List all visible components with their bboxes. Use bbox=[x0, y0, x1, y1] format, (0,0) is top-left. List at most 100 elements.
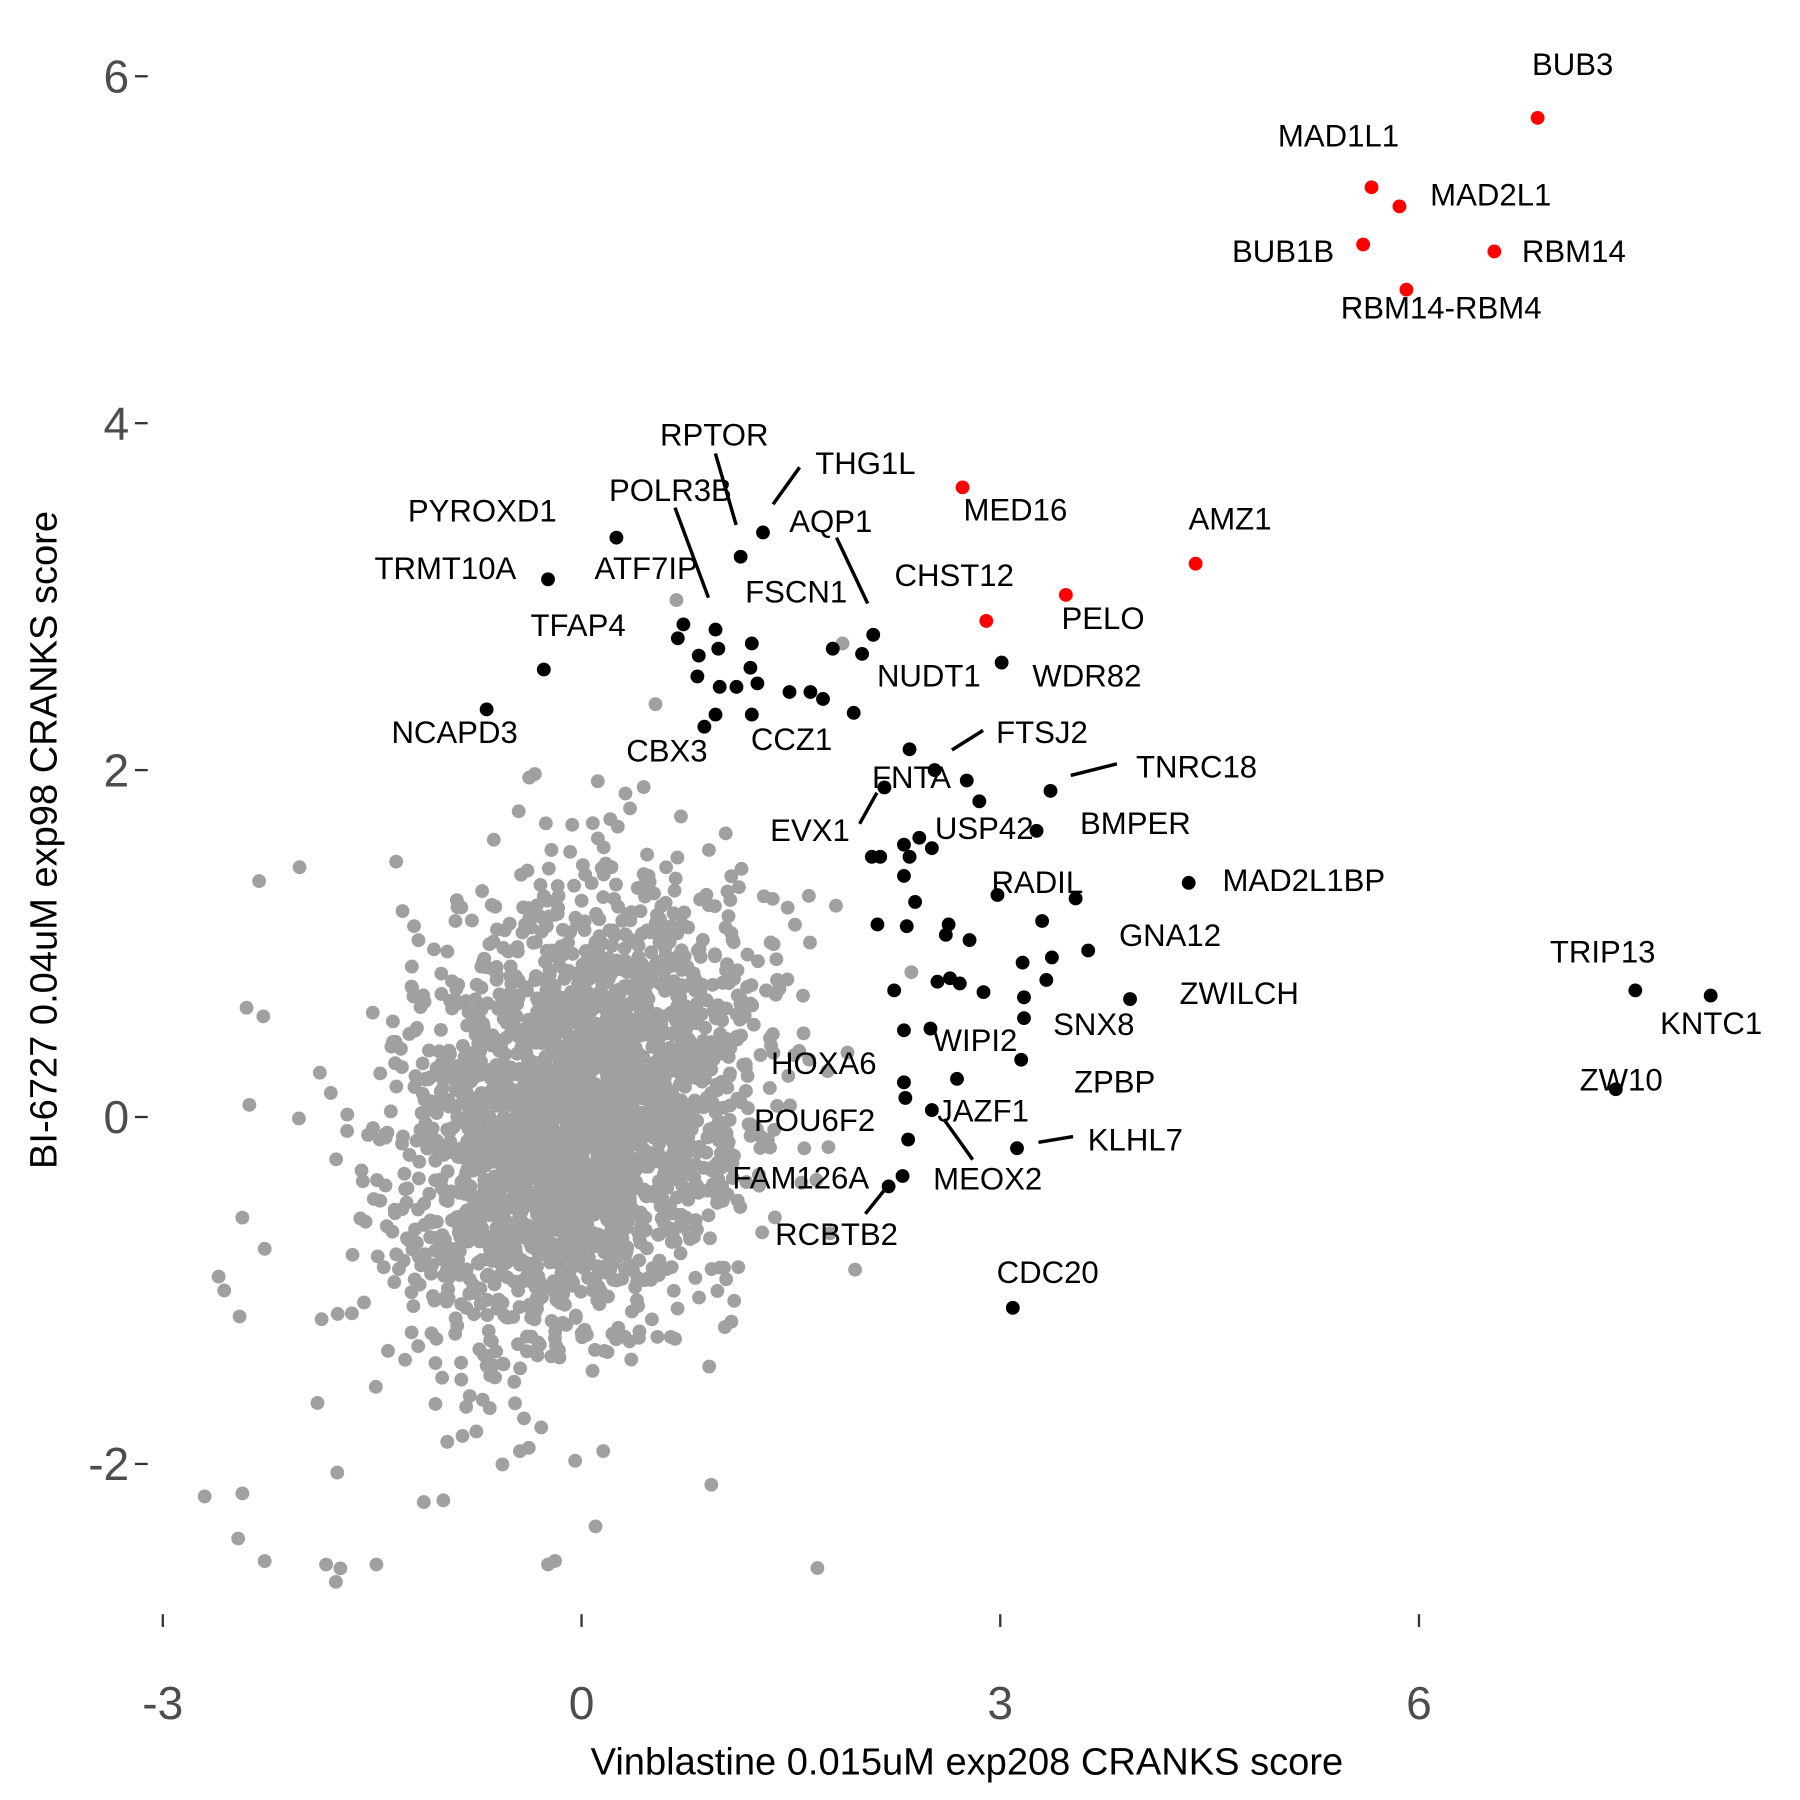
background-point bbox=[575, 1210, 590, 1224]
background-point bbox=[715, 1193, 730, 1208]
background-point bbox=[650, 1017, 665, 1032]
background-point bbox=[659, 860, 674, 875]
background-point bbox=[540, 1177, 555, 1191]
background-point bbox=[402, 1148, 417, 1162]
background-point bbox=[536, 1063, 551, 1078]
background-point bbox=[487, 1065, 502, 1080]
y-tick-label: 0 bbox=[104, 1091, 130, 1143]
background-point bbox=[738, 1084, 753, 1098]
background-point bbox=[365, 1005, 380, 1020]
background-point bbox=[620, 1071, 635, 1085]
background-point bbox=[522, 1235, 537, 1250]
background-point bbox=[732, 1012, 747, 1027]
background-point bbox=[615, 1023, 630, 1038]
background-point bbox=[414, 1258, 429, 1273]
background-point bbox=[644, 1312, 659, 1327]
background-point bbox=[401, 1232, 416, 1247]
background-point bbox=[242, 1097, 257, 1112]
background-point bbox=[721, 1135, 736, 1149]
point-label: TRIP13 bbox=[1550, 934, 1656, 969]
background-point bbox=[527, 1270, 541, 1285]
point-fscn1 bbox=[825, 641, 840, 656]
background-point bbox=[569, 1152, 584, 1167]
background-point bbox=[765, 891, 780, 906]
background-point bbox=[454, 1297, 469, 1312]
background-point bbox=[823, 1226, 837, 1241]
background-point bbox=[496, 1121, 510, 1136]
background-point bbox=[357, 1295, 371, 1310]
background-point bbox=[428, 1396, 443, 1411]
background-point bbox=[517, 1186, 532, 1201]
background-point bbox=[461, 1005, 476, 1020]
background-point bbox=[312, 1065, 327, 1080]
point-snx8 bbox=[1017, 1011, 1031, 1026]
leader-line bbox=[942, 1118, 975, 1161]
background-point bbox=[596, 1142, 611, 1157]
background-point bbox=[600, 1048, 615, 1062]
background-point bbox=[615, 1002, 630, 1017]
background-point bbox=[434, 1056, 449, 1071]
background-point bbox=[848, 1262, 863, 1277]
background-point bbox=[594, 861, 609, 876]
background-point bbox=[434, 966, 449, 981]
background-point bbox=[410, 1021, 424, 1035]
background-point bbox=[634, 1218, 649, 1233]
background-point bbox=[481, 1267, 496, 1282]
background-point bbox=[704, 1262, 719, 1276]
background-point bbox=[505, 1245, 520, 1260]
background-point bbox=[466, 1055, 481, 1070]
hit-point bbox=[855, 646, 869, 661]
background-point bbox=[451, 1225, 466, 1240]
background-point bbox=[373, 1193, 388, 1208]
background-point bbox=[412, 1154, 427, 1169]
hit-point bbox=[897, 1023, 911, 1038]
background-point bbox=[621, 1162, 636, 1177]
background-point bbox=[585, 816, 600, 831]
point-atf7ip bbox=[676, 617, 691, 632]
background-point bbox=[820, 1064, 835, 1079]
background-point bbox=[692, 1290, 706, 1305]
point-thg1l bbox=[756, 525, 770, 540]
background-point bbox=[527, 767, 542, 781]
background-point bbox=[450, 1318, 465, 1333]
background-point bbox=[601, 1289, 615, 1304]
hit-point bbox=[870, 917, 885, 932]
background-point bbox=[340, 1107, 355, 1122]
x-tick-label: 3 bbox=[987, 1677, 1013, 1729]
background-point bbox=[649, 1090, 664, 1105]
background-point bbox=[692, 941, 707, 956]
background-point bbox=[723, 893, 738, 907]
background-points bbox=[197, 593, 919, 1589]
background-point bbox=[687, 979, 702, 994]
background-point bbox=[760, 1133, 775, 1147]
background-point bbox=[588, 1343, 602, 1357]
background-point bbox=[667, 883, 682, 898]
background-point bbox=[628, 1137, 643, 1152]
hit-point bbox=[743, 660, 758, 675]
background-point bbox=[235, 1210, 250, 1225]
background-point bbox=[526, 935, 541, 950]
background-point bbox=[658, 895, 673, 910]
background-point bbox=[400, 1181, 415, 1196]
background-point bbox=[388, 1056, 403, 1071]
background-point bbox=[383, 1104, 398, 1119]
background-point bbox=[600, 1068, 614, 1083]
background-point bbox=[801, 888, 816, 903]
background-point bbox=[539, 943, 554, 958]
background-point bbox=[478, 1145, 493, 1160]
background-point bbox=[724, 926, 739, 941]
point-tnrc18 bbox=[1043, 783, 1058, 798]
point-label: RCBTB2 bbox=[775, 1217, 898, 1252]
background-point bbox=[487, 1277, 502, 1292]
background-point bbox=[699, 993, 714, 1008]
background-point bbox=[734, 861, 749, 876]
hit-point bbox=[908, 895, 923, 909]
background-point bbox=[414, 1129, 428, 1144]
background-point bbox=[565, 1278, 580, 1293]
leader-line bbox=[951, 728, 984, 752]
background-point bbox=[681, 920, 696, 935]
background-point bbox=[553, 990, 568, 1005]
background-point bbox=[559, 1121, 573, 1136]
background-point bbox=[417, 1072, 432, 1087]
background-point bbox=[536, 1005, 551, 1020]
